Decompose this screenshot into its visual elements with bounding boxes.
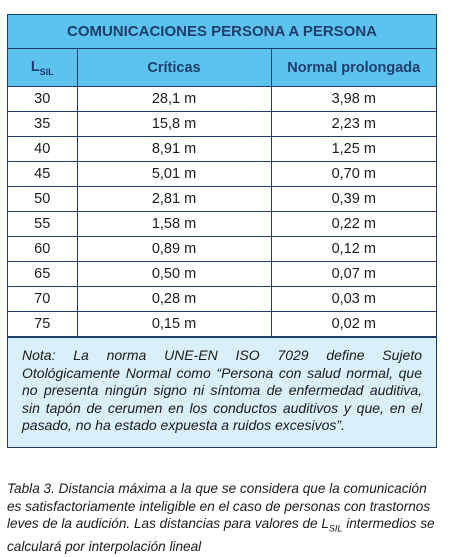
table-cell: 0,03 m [270,286,436,312]
table-row: 65 0,50 m 0,07 m [8,261,436,287]
table-row: 50 2,81 m 0,39 m [8,186,436,212]
table-cell: 8,91 m [76,136,272,162]
table-cell: 0,50 m [76,261,272,287]
table-cell: 1,58 m [76,211,272,237]
table-cell: 1,25 m [270,136,436,162]
table-cell: 3,98 m [270,86,436,112]
caption-sub: SIL [328,523,343,534]
table-row: 45 5,01 m 0,70 m [8,161,436,187]
table-cell: 40 [8,136,78,162]
table-cell: 75 [8,311,78,337]
table-row: 70 0,28 m 0,03 m [8,286,436,312]
table-cell: 0,22 m [270,211,436,237]
table-cell: 50 [8,186,78,212]
table-cell: 0,70 m [270,161,436,187]
table-cell: 30 [8,86,78,112]
table-cell: 45 [8,161,78,187]
table-row: 60 0,89 m 0,12 m [8,236,436,262]
table-cell: 0,12 m [270,236,436,262]
header-lsil: LSIL [8,48,78,87]
table-cell: 0,15 m [76,311,272,337]
table-title: COMUNICACIONES PERSONA A PERSONA [8,15,436,49]
table-row: 35 15,8 m 2,23 m [8,111,436,137]
table-cell: 65 [8,261,78,287]
caption: Tabla 3. Distancia máxima a la que se co… [7,480,439,556]
table-cell: 0,28 m [76,286,272,312]
table-row: 75 0,15 m 0,02 m [8,311,436,337]
table-cell: 15,8 m [76,111,272,137]
table-cell: 5,01 m [76,161,272,187]
caption-text: Tabla 3. Distancia máxima a la que se co… [7,481,431,531]
table-cell: 2,81 m [76,186,272,212]
table-cell: 60 [8,236,78,262]
table-box: COMUNICACIONES PERSONA A PERSONA LSIL Cr… [7,14,437,448]
table-cell: 2,23 m [270,111,436,137]
table-cell: 0,89 m [76,236,272,262]
table-row: 55 1,58 m 0,22 m [8,211,436,237]
table-cell: 70 [8,286,78,312]
table-cell: 28,1 m [76,86,272,112]
lsil-sub: SIL [39,66,54,77]
header-normal: Normal prolongada [270,48,436,87]
note: Nota: La norma UNE-EN ISO 7029 define Su… [8,337,436,447]
table: COMUNICACIONES PERSONA A PERSONA LSIL Cr… [8,15,436,337]
table-cell: 0,02 m [270,311,436,337]
lsil-main: L [30,58,40,75]
table-cell: 55 [8,211,78,237]
table-cell: 0,07 m [270,261,436,287]
header-criticas: Críticas [76,48,272,87]
table-cell: 0,39 m [270,186,436,212]
table-cell: 35 [8,111,78,137]
table-row: 40 8,91 m 1,25 m [8,136,436,162]
caption-text: intermedios se calculará por interpolaci… [7,516,435,555]
table-row: 30 28,1 m 3,98 m [8,86,436,112]
table-body: 30 28,1 m 3,98 m 35 15,8 m 2,23 m 40 8,91 m 1,25… [8,86,436,337]
